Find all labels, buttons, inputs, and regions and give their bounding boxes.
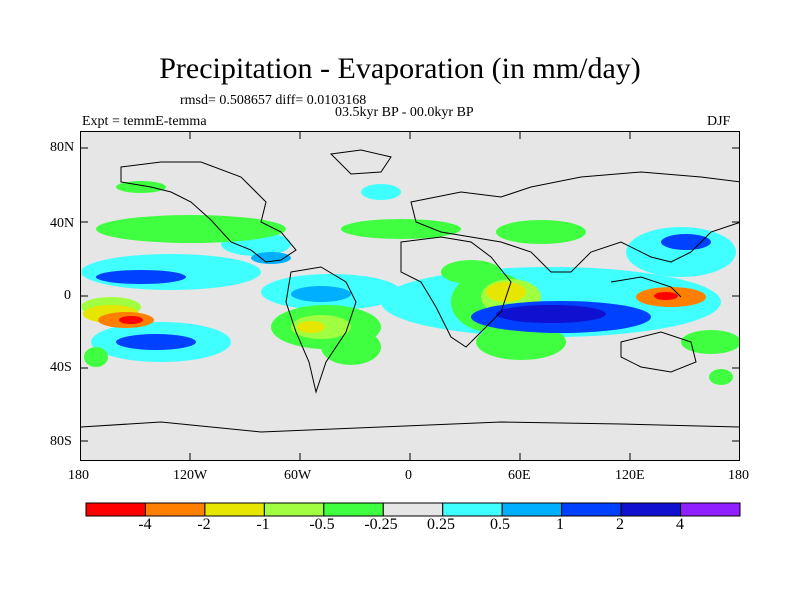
lat-label-40n: 40N [50, 216, 75, 231]
lon-label-60w: 60W [284, 468, 312, 483]
lon-label-180e: 180 [728, 468, 749, 483]
colorbar-label: -4 [138, 516, 152, 533]
colorbar-label: -2 [197, 516, 211, 533]
lon-label-60e: 60E [508, 468, 531, 483]
colorbar-label: -0.25 [364, 516, 398, 533]
colorbar-swatch [442, 502, 503, 517]
colorbar-swatch [382, 502, 444, 517]
lon-label-0: 0 [405, 468, 412, 483]
colorbar-label: 1 [556, 516, 564, 533]
colorbar-swatch [561, 502, 622, 517]
colorbar-label: 2 [616, 516, 624, 533]
lat-label-80s: 80S [50, 434, 72, 449]
colorbar-swatch [323, 502, 384, 517]
lat-label-40s: 40S [50, 360, 72, 375]
coastlines [81, 149, 739, 433]
lon-label-120w: 120W [173, 468, 208, 483]
colorbar-label: 4 [676, 516, 684, 533]
colorbar-label: -1 [256, 516, 270, 533]
colorbar-swatch [501, 502, 563, 517]
colorbar-swatch [263, 502, 325, 517]
colorbar-swatch [85, 502, 146, 517]
colorbar-swatch [680, 502, 741, 517]
lat-label-80n: 80N [50, 140, 75, 155]
colorbar-label: -0.5 [309, 516, 335, 533]
lon-label-180w: 180 [68, 468, 89, 483]
stats-text: rmsd= 0.508657 diff= 0.0103168 [180, 93, 367, 108]
warm-contours [98, 287, 706, 328]
season-label: DJF [707, 114, 731, 129]
colorbar-label: 0.5 [490, 516, 510, 533]
blue-contours [96, 234, 711, 350]
lat-label-0: 0 [64, 288, 71, 303]
plot-title: Precipitation - Evaporation (in mm/day) [159, 52, 641, 85]
experiment-label: Expt = temmE-temma [82, 114, 207, 129]
map-panel [80, 131, 740, 461]
colorbar-swatch [144, 502, 206, 517]
colorbar-swatch [204, 502, 265, 517]
period-text: 03.5kyr BP - 00.0kyr BP [335, 105, 474, 120]
colorbar-label: 0.25 [427, 516, 455, 533]
contour-map [81, 149, 739, 433]
colorbar-swatch [620, 502, 682, 517]
lon-label-120e: 120E [615, 468, 645, 483]
